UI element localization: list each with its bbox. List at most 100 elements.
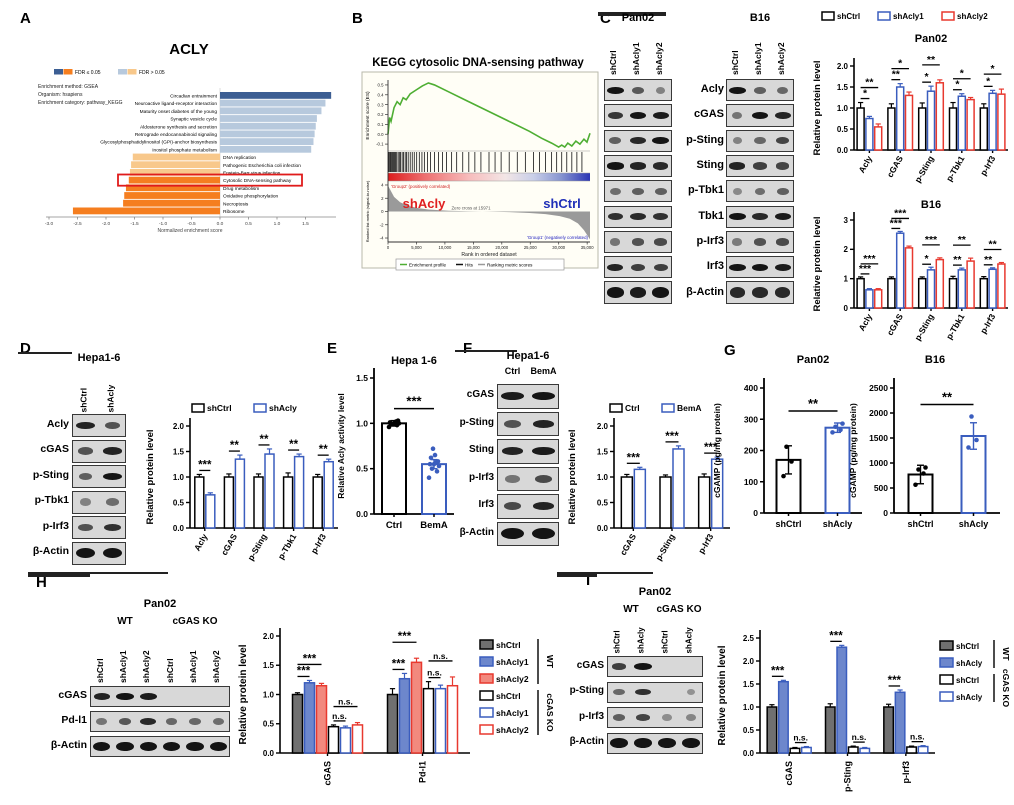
lane-label: shCtrl	[164, 658, 175, 683]
blot-row-label: β-Actin	[50, 738, 87, 751]
blot-band	[753, 238, 767, 246]
data-dot	[833, 424, 838, 430]
panel-g-pan02-cgamp-chart: 0 100 200 300 400 cGAMP (pg/mg protein) Pan02 s…	[704, 350, 876, 544]
sig-label: **	[989, 239, 998, 251]
nes-bar-label: Ribosome	[223, 209, 245, 215]
blot-band	[732, 187, 742, 195]
data-dot	[395, 418, 401, 423]
sig-label: n.s.	[427, 668, 442, 678]
bar-cGAS-KO-shAcly2	[351, 724, 364, 754]
x-tick-label: 1.0	[274, 221, 281, 227]
blot-row-label: p-Sting	[459, 416, 494, 428]
legend-label: shAcly	[956, 659, 983, 668]
y-tick-label: 1.0	[173, 473, 185, 482]
blot-band	[652, 137, 670, 145]
y-tick-label: 0.0	[837, 146, 849, 155]
nes-bar	[123, 199, 220, 207]
category-label: cGAS	[784, 761, 794, 786]
bar-cGAS-Ctrl	[620, 476, 634, 529]
bar-cGAS-KO-shAcly	[800, 746, 812, 754]
blot-subgroup-underline	[28, 574, 90, 576]
bar-p-Irf3-KO-shAcly	[917, 745, 929, 754]
nes-bar	[124, 192, 220, 199]
x-tick-label: 20,000	[495, 245, 508, 250]
nes-bar-label: Glycosylphosphatidylinositol (GPI)-ancho…	[100, 140, 217, 146]
x-tick-label: 15,000	[467, 245, 480, 250]
blot-band	[93, 741, 111, 752]
panel-c-pan02-bar-chart-svg: 0.0 0.5 1.0 1.5 2.0 Relative protein level Pan…	[812, 11, 1008, 184]
blot-group-title: B16	[749, 12, 771, 24]
bar-cGAS-shAcly	[234, 458, 246, 529]
x-tick-label: -3.0	[45, 221, 54, 227]
bar-Acly-shAcly	[205, 494, 216, 529]
legend-group-label: WT	[1001, 647, 1011, 661]
legend-label: shAcly	[956, 693, 983, 702]
gsea-title: KEGG cytosolic DNA-sensing pathway	[372, 57, 584, 69]
blot-row-label: p-Irf3	[42, 519, 69, 532]
blot-band	[139, 741, 157, 752]
blot-subgroup-label: WT	[623, 604, 639, 615]
x-tick-label: 1.5	[302, 221, 309, 227]
blot-box-p-Irf3	[607, 707, 703, 728]
blot-band	[501, 392, 524, 401]
y-tick-label: 100	[744, 477, 758, 487]
blot-band	[634, 663, 652, 670]
blot-band	[116, 741, 134, 752]
x-axis-title: Rank in ordered dataset	[461, 252, 517, 258]
legend-swatch	[479, 724, 494, 735]
blot-band	[612, 714, 626, 721]
blot-band	[532, 447, 555, 456]
y-tick-label: 200	[744, 446, 758, 456]
data-dot	[913, 482, 918, 488]
bar-p-Tbk1-shCtrl	[948, 277, 958, 309]
x-tick-label: 30,000	[552, 245, 565, 250]
y-tick-label: 0.1	[378, 122, 385, 127]
sig-label: **	[958, 234, 967, 246]
blot-band	[752, 287, 768, 298]
enrichment-curve	[387, 82, 591, 149]
sig-label: ***	[863, 253, 876, 265]
fdr-legend-swatch	[127, 69, 137, 75]
bar-cGAS-shAcly2	[904, 247, 914, 309]
bar-cGAS-shCtrl	[887, 107, 896, 151]
blot-band	[606, 287, 624, 298]
blot-band	[751, 263, 769, 271]
blot-band	[608, 111, 623, 119]
y-tick-label: 1.5	[743, 680, 755, 689]
bar-cGAS-WT-shCtrl	[291, 693, 304, 754]
nes-bar-label: Circadian entrainment	[170, 94, 218, 100]
blot-subgroup-label: WT	[117, 616, 133, 627]
category-label: shCtrl	[907, 519, 933, 529]
nes-bar	[220, 107, 322, 115]
panel-letter-i: I	[586, 572, 591, 589]
blot-band	[774, 111, 791, 119]
legend-swatch	[939, 640, 954, 651]
category-label: p-Irf3	[978, 312, 997, 336]
legend-group-label: WT	[545, 655, 555, 669]
blot-row-label: p-Irf3	[469, 471, 494, 483]
panel-letter-b: B	[352, 10, 363, 27]
blot-row-label: p-Sting	[686, 133, 724, 146]
lane-label: shAcly1	[188, 650, 198, 683]
panel-letter-f: F	[463, 340, 473, 357]
rank-gradient-bar	[388, 173, 590, 181]
sig-label: *	[986, 75, 991, 87]
y-tick-label: 1.5	[837, 83, 849, 92]
nes-bar-label: Synaptic vesicle cycle	[170, 117, 217, 123]
bar-BemA	[421, 463, 447, 515]
blot-band	[503, 419, 522, 428]
bar-Pd-l1-WT-shAcly1	[398, 677, 411, 754]
blot-band	[653, 213, 669, 221]
lane-label: shCtrl	[612, 629, 621, 653]
data-dot	[784, 444, 789, 450]
nes-bar	[220, 130, 315, 138]
panel-a-enrichment-bar-chart: ACLY FDR ≤ 0.05 FDR > 0.05 Enrichment metho…	[14, 34, 354, 249]
panel-d-western-blots: Hepa1-6 shCtrl shAcly Acly cGAS p-Sting p-Tbk1…	[18, 352, 148, 567]
blot-row-label: p-Irf3	[579, 710, 604, 722]
sig-label: ***	[829, 630, 843, 642]
sig-label: ***	[627, 452, 641, 464]
sig-label: *	[955, 79, 960, 91]
category-label: cGAS	[618, 532, 638, 557]
blot-band	[774, 213, 791, 221]
sig-label: *	[925, 253, 930, 265]
